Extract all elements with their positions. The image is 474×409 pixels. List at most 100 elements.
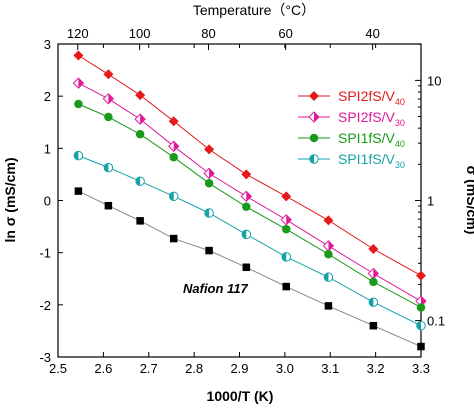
y-tick-label: 3 xyxy=(44,37,51,52)
series-line xyxy=(78,190,422,348)
data-point xyxy=(322,240,335,252)
data-point-fill xyxy=(373,268,379,279)
data-point-fill xyxy=(242,230,247,239)
legend-label: SPI1fS/V30 xyxy=(338,151,405,170)
data-point xyxy=(103,162,114,173)
data-point xyxy=(416,270,426,281)
legend: SPI2fS/V40 SPI2fS/V30 SPI1fS/V40 SPI1fS/V30 xyxy=(298,88,405,170)
data-point xyxy=(416,320,426,331)
series xyxy=(74,187,425,351)
data-point-fill xyxy=(74,151,79,160)
y-tick-label: -3 xyxy=(39,350,51,365)
data-point xyxy=(309,154,319,164)
series xyxy=(73,150,426,331)
legend-label: SPI1fS/V40 xyxy=(338,130,405,149)
nafion-annotation: Nafion 117 xyxy=(183,281,249,296)
series-line xyxy=(78,55,422,277)
data-point xyxy=(73,50,84,61)
x-tick-label: 3.0 xyxy=(276,361,294,376)
y-tick-label: 0 xyxy=(44,194,51,209)
data-point xyxy=(74,99,83,109)
data-point xyxy=(308,111,320,123)
data-point-fill xyxy=(328,240,334,251)
x-tick-label: 3.1 xyxy=(321,361,339,376)
data-point xyxy=(169,234,178,243)
data-point xyxy=(309,133,319,143)
data-point xyxy=(104,112,113,122)
series xyxy=(74,99,426,312)
data-point xyxy=(134,113,146,125)
data-point xyxy=(74,187,83,195)
data-point xyxy=(241,169,252,180)
data-point xyxy=(416,303,426,312)
top-tick-label: 120 xyxy=(67,26,89,41)
series xyxy=(73,50,426,281)
right-tick-label: 10 xyxy=(427,73,441,88)
data-point xyxy=(281,252,291,262)
data-point-fill xyxy=(416,321,421,330)
series-line xyxy=(78,103,422,308)
data-point-fill xyxy=(108,93,114,104)
data-point-fill xyxy=(314,112,319,122)
data-point-fill xyxy=(281,252,287,262)
legend-item: SPI2fS/V40 xyxy=(298,88,405,107)
y-tick-label: 1 xyxy=(44,141,51,156)
data-point xyxy=(204,208,214,218)
data-point xyxy=(135,129,145,139)
data-point xyxy=(169,152,178,162)
data-point-fill xyxy=(286,214,292,225)
data-point xyxy=(205,246,213,255)
data-point xyxy=(368,297,379,307)
y-right-axis-title: σ (mS/cm) xyxy=(464,166,474,235)
data-point xyxy=(324,249,333,259)
data-point xyxy=(72,77,85,89)
data-point xyxy=(369,277,378,287)
data-point xyxy=(203,167,215,180)
data-point xyxy=(135,90,146,101)
data-point xyxy=(367,267,380,280)
data-point xyxy=(104,201,113,210)
series-layer xyxy=(72,50,427,351)
data-point-fill xyxy=(78,78,84,89)
data-point xyxy=(368,244,379,255)
data-point xyxy=(242,263,251,272)
legend-item: SPI1fS/V40 xyxy=(298,130,405,149)
data-point xyxy=(309,91,319,101)
x-tick-label: 2.7 xyxy=(140,361,158,376)
right-tick-label: 1 xyxy=(427,194,434,209)
x-tick-label: 3.3 xyxy=(412,361,430,376)
data-point-fill xyxy=(104,163,109,172)
x-tick-label: 2.9 xyxy=(230,361,248,376)
x-axis-title: 1000/T (K) xyxy=(207,388,274,404)
data-point xyxy=(135,176,145,186)
data-point-fill xyxy=(209,168,215,179)
data-point xyxy=(73,150,84,161)
data-point xyxy=(323,272,334,282)
series xyxy=(72,77,427,307)
data-point xyxy=(369,321,378,330)
top-tick-label: 100 xyxy=(129,26,151,41)
y-tick-label: -2 xyxy=(39,298,51,313)
data-point xyxy=(241,229,252,240)
x-tick-label: 2.5 xyxy=(49,361,67,376)
data-point-fill xyxy=(204,208,210,218)
data-point xyxy=(102,93,115,105)
data-point xyxy=(168,116,179,127)
x-tick-label: 2.6 xyxy=(94,361,112,376)
data-point-fill xyxy=(173,141,179,152)
y-tick-label: -1 xyxy=(39,246,51,261)
series-line xyxy=(78,82,422,302)
data-point-fill xyxy=(169,192,174,201)
legend-item: SPI2fS/V30 xyxy=(298,109,405,128)
data-point-fill xyxy=(324,272,329,282)
data-point-fill xyxy=(309,154,314,164)
data-point xyxy=(204,144,215,155)
data-point xyxy=(242,202,251,212)
legend-label: SPI2fS/V30 xyxy=(338,109,405,128)
data-point xyxy=(281,224,291,234)
data-point xyxy=(417,342,425,351)
legend-label: SPI2fS/V40 xyxy=(338,88,405,107)
data-point-fill xyxy=(135,176,141,186)
data-point xyxy=(168,191,179,202)
y-tick-label: 2 xyxy=(44,89,51,104)
